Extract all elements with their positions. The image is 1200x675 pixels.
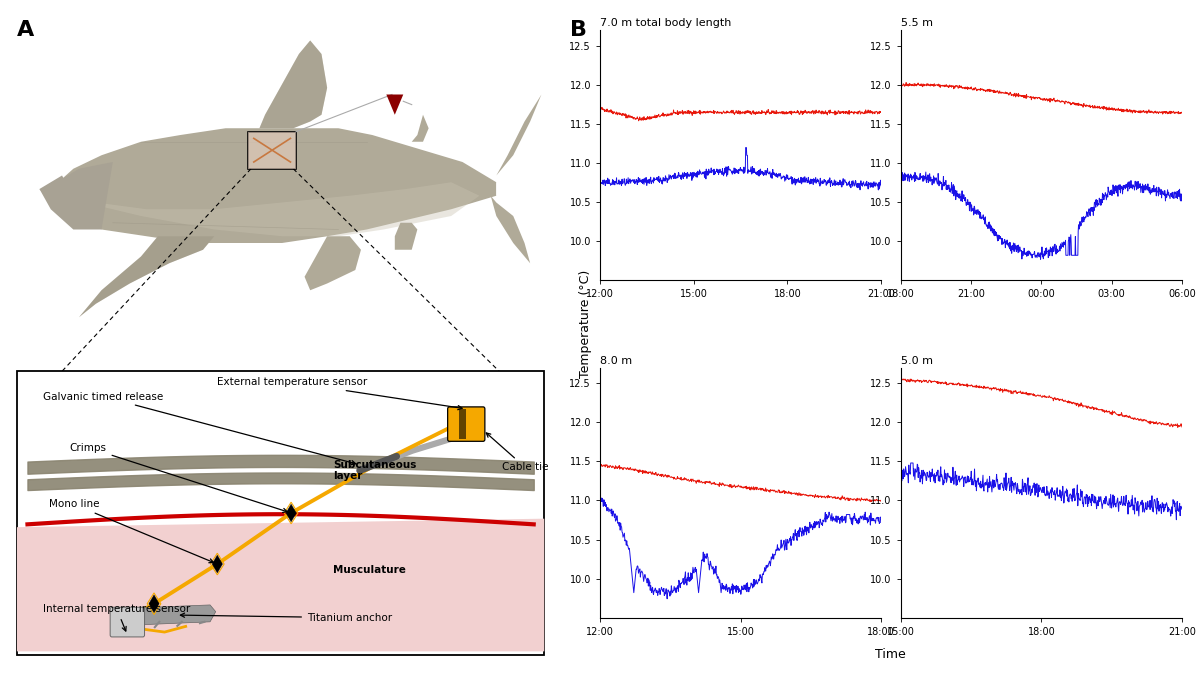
Polygon shape — [79, 236, 215, 317]
Polygon shape — [40, 176, 73, 209]
Polygon shape — [149, 595, 160, 612]
Polygon shape — [79, 236, 215, 317]
Polygon shape — [120, 605, 216, 625]
FancyBboxPatch shape — [448, 407, 485, 441]
Text: 7.0 m total body length: 7.0 m total body length — [600, 18, 731, 28]
Text: Titanium anchor: Titanium anchor — [180, 613, 392, 623]
Polygon shape — [286, 504, 296, 522]
Polygon shape — [386, 95, 403, 115]
Polygon shape — [259, 40, 328, 128]
Text: Crimps: Crimps — [70, 443, 287, 512]
FancyBboxPatch shape — [110, 608, 144, 637]
Text: Temperature (°C): Temperature (°C) — [580, 270, 592, 378]
Polygon shape — [460, 409, 467, 439]
Text: Time: Time — [875, 648, 906, 662]
Text: Mono line: Mono line — [48, 500, 214, 563]
Text: Musculature: Musculature — [334, 565, 406, 574]
Polygon shape — [305, 236, 361, 290]
Polygon shape — [84, 182, 480, 236]
Text: A: A — [17, 20, 34, 40]
Polygon shape — [491, 95, 541, 182]
Text: B: B — [570, 20, 587, 40]
Polygon shape — [259, 40, 328, 128]
Text: Subcutaneous
layer: Subcutaneous layer — [334, 460, 416, 481]
Text: 5.0 m: 5.0 m — [901, 356, 932, 366]
Text: External temperature sensor: External temperature sensor — [217, 377, 462, 410]
Text: Galvanic timed release: Galvanic timed release — [43, 392, 355, 464]
Bar — [248, 132, 296, 169]
Text: Internal temperature sensor: Internal temperature sensor — [43, 604, 191, 631]
Polygon shape — [46, 128, 497, 243]
Bar — [17, 371, 545, 655]
Polygon shape — [248, 132, 296, 169]
Polygon shape — [40, 162, 113, 230]
Text: Cable tie: Cable tie — [486, 433, 548, 472]
Polygon shape — [395, 223, 418, 250]
Text: 5.5 m: 5.5 m — [901, 18, 932, 28]
Text: 8.0 m: 8.0 m — [600, 356, 632, 366]
Polygon shape — [491, 196, 530, 263]
Polygon shape — [497, 182, 518, 196]
Polygon shape — [412, 115, 428, 142]
Polygon shape — [17, 518, 545, 651]
Polygon shape — [212, 556, 222, 573]
